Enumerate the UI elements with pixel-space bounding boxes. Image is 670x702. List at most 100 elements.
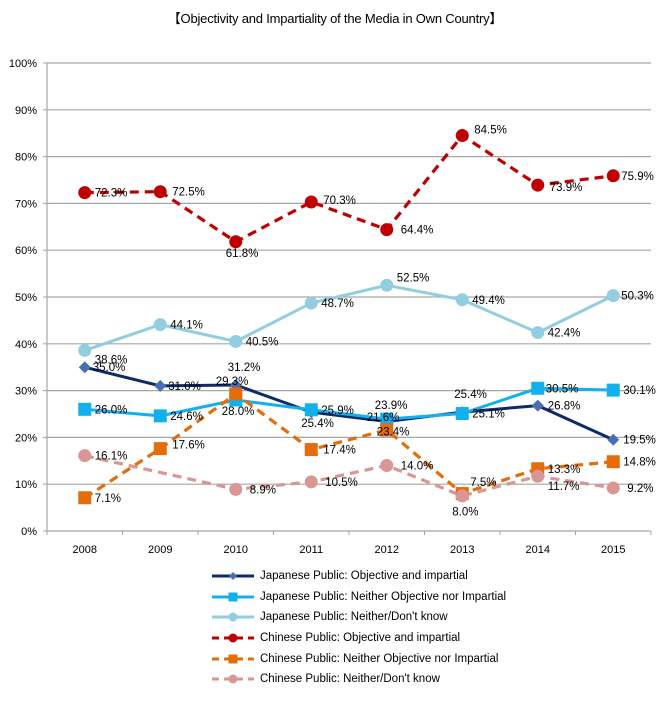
data-point bbox=[229, 235, 243, 249]
data-label: 42.4% bbox=[548, 328, 581, 340]
legend-item: Chinese Public: Neither/Don't know bbox=[212, 669, 506, 690]
data-point bbox=[380, 223, 394, 237]
data-point bbox=[455, 489, 469, 503]
data-point bbox=[606, 169, 620, 183]
data-label: 8.9% bbox=[250, 484, 276, 496]
data-point bbox=[78, 361, 91, 374]
data-point bbox=[380, 412, 394, 426]
data-label: 29.3% bbox=[216, 376, 249, 388]
data-label: 30.5% bbox=[546, 383, 579, 395]
data-label: 25.1% bbox=[472, 409, 505, 421]
y-tick-label: 100% bbox=[9, 58, 37, 70]
data-label: 28.0% bbox=[222, 406, 255, 418]
legend-label: Chinese Public: Neither/Don't know bbox=[260, 673, 440, 686]
data-point bbox=[606, 481, 620, 495]
data-label: 49.4% bbox=[472, 295, 505, 307]
data-label: 25.9% bbox=[321, 405, 354, 417]
y-tick-label: 30% bbox=[15, 386, 37, 398]
data-label: 64.4% bbox=[401, 225, 434, 237]
x-tick-label: 2008 bbox=[73, 544, 97, 556]
data-label: 52.5% bbox=[397, 272, 430, 284]
series-line-1 bbox=[84, 386, 614, 421]
y-tick-label: 10% bbox=[15, 479, 37, 491]
data-point bbox=[78, 402, 92, 416]
data-label: 24.6% bbox=[170, 411, 203, 423]
data-point bbox=[606, 455, 620, 469]
x-tick-label: 2014 bbox=[526, 544, 550, 556]
legend-item: Chinese Public: Neither Objective nor Im… bbox=[212, 648, 506, 669]
series-line-2 bbox=[84, 283, 614, 352]
x-tick-label: 2015 bbox=[601, 544, 625, 556]
y-tick-label: 20% bbox=[15, 432, 37, 444]
data-point bbox=[531, 326, 545, 340]
gridlines bbox=[47, 62, 651, 485]
data-label: 35.0% bbox=[93, 362, 126, 374]
data-point bbox=[531, 399, 544, 412]
data-point bbox=[606, 289, 620, 303]
y-tick-label: 50% bbox=[15, 292, 37, 304]
data-label: 16.1% bbox=[95, 451, 128, 463]
data-label: 7.1% bbox=[95, 493, 121, 505]
legend-item: Chinese Public: Objective and impartial bbox=[212, 628, 506, 649]
data-point bbox=[531, 178, 545, 192]
data-label: 7.5% bbox=[470, 477, 496, 489]
data-label: 48.7% bbox=[321, 298, 354, 310]
data-label: 9.2% bbox=[627, 483, 653, 495]
legend-swatch bbox=[212, 612, 254, 622]
data-point bbox=[78, 343, 92, 357]
legend: Japanese Public: Objective and impartial… bbox=[212, 566, 506, 690]
x-tick-label: 2010 bbox=[224, 544, 248, 556]
data-point bbox=[153, 318, 167, 332]
series-line-0 bbox=[84, 365, 614, 442]
data-label: 61.8% bbox=[226, 248, 259, 260]
y-tick-label: 0% bbox=[21, 526, 37, 538]
data-point bbox=[455, 293, 469, 307]
data-label: 10.5% bbox=[325, 477, 358, 489]
x-tick-label: 2013 bbox=[450, 544, 474, 556]
y-tick-label: 60% bbox=[15, 245, 37, 257]
data-label: 14.0% bbox=[401, 460, 434, 472]
legend-label: Japanese Public: Objective and impartial bbox=[260, 570, 468, 583]
data-label: 21.6% bbox=[367, 412, 400, 424]
line-chart: 0% 10% 20% 30% 40% 50% 60% 70% 80% 90% 100% 2008 200… bbox=[9, 58, 656, 556]
data-label: 73.9% bbox=[550, 182, 583, 194]
data-point bbox=[153, 409, 167, 423]
data-point bbox=[304, 475, 318, 489]
data-label: 38.6% bbox=[95, 354, 128, 366]
x-tick-label: 2012 bbox=[375, 544, 399, 556]
data-point bbox=[531, 381, 545, 395]
data-label: 72.5% bbox=[172, 187, 205, 199]
data-label: 31.0% bbox=[168, 381, 201, 393]
data-point bbox=[606, 383, 620, 397]
data-point bbox=[153, 185, 167, 199]
data-point bbox=[229, 334, 243, 348]
legend-label: Chinese Public: Neither Objective nor Im… bbox=[260, 652, 499, 665]
legend-swatch bbox=[212, 633, 254, 643]
data-label: 17.6% bbox=[172, 440, 205, 452]
data-label: 75.9% bbox=[621, 171, 654, 183]
data-label: 40.5% bbox=[246, 336, 279, 348]
legend-label: Chinese Public: Objective and impartial bbox=[260, 632, 461, 645]
data-point bbox=[153, 442, 167, 456]
data-point bbox=[607, 433, 620, 446]
y-tick-label: 80% bbox=[15, 152, 37, 164]
data-point bbox=[304, 195, 318, 209]
x-tick-label: 2009 bbox=[148, 544, 172, 556]
series-line-3 bbox=[84, 133, 614, 244]
series-line-4 bbox=[83, 392, 614, 500]
data-label: 25.4% bbox=[301, 418, 334, 430]
legend-label: Japanese Public: Neither/Don't know bbox=[260, 611, 448, 624]
data-point bbox=[455, 407, 469, 421]
data-label: 50.3% bbox=[621, 291, 654, 303]
legend-item: Japanese Public: Neither Objective nor I… bbox=[212, 587, 506, 608]
data-label: 70.3% bbox=[323, 195, 356, 207]
data-point bbox=[380, 278, 394, 292]
data-label: 13.3% bbox=[548, 464, 581, 476]
y-tick-label: 90% bbox=[15, 105, 37, 117]
data-label: 44.1% bbox=[170, 320, 203, 332]
data-point bbox=[78, 491, 92, 505]
data-point bbox=[229, 387, 243, 401]
y-tick-label: 70% bbox=[15, 198, 37, 210]
axes: 0% 10% 20% 30% 40% 50% 60% 70% 80% 90% 100% 2008 200… bbox=[9, 58, 652, 556]
legend-swatch bbox=[212, 674, 254, 684]
